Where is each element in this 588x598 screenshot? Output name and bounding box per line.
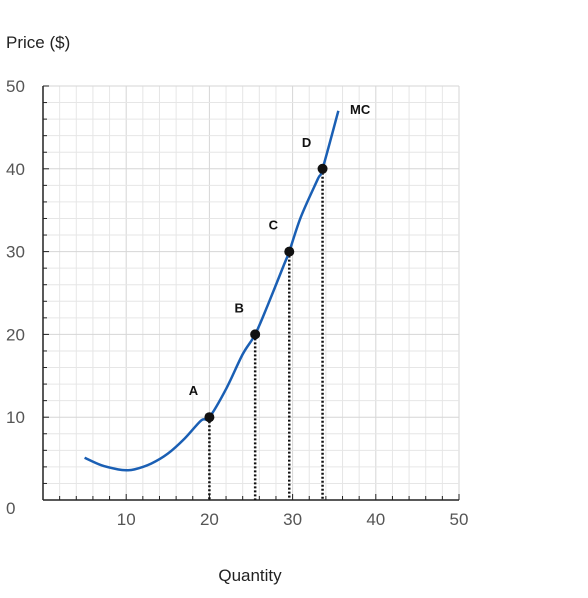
x-tick-label: 30: [283, 510, 302, 529]
points: A B C D: [189, 135, 328, 423]
point-label-c: C: [269, 218, 279, 233]
mc-curve-label: MC: [350, 102, 371, 117]
point-c: [284, 246, 295, 257]
axes: [42, 86, 459, 501]
x-tick-label: 50: [450, 510, 469, 529]
point-label-a: A: [189, 383, 199, 398]
point-b: [250, 329, 261, 340]
point-d: [317, 163, 328, 174]
y-tick-label: 0: [6, 499, 15, 518]
tick-labels: 10 20 30 40 50 0 10 20 30 40 50: [6, 77, 468, 529]
y-tick-label: 10: [6, 408, 25, 427]
grid: [42, 85, 460, 501]
drop-lines: [208, 168, 324, 500]
x-tick-label: 40: [366, 510, 385, 529]
ticks: [42, 85, 460, 501]
y-tick-label: 30: [6, 243, 25, 262]
point-label-d: D: [302, 135, 311, 150]
point-a: [204, 412, 215, 423]
mc-curve: [84, 110, 340, 472]
series: [84, 110, 340, 472]
point-label-b: B: [234, 300, 243, 315]
x-tick-label: 20: [200, 510, 219, 529]
x-axis-title: Quantity: [218, 566, 282, 585]
x-tick-label: 10: [117, 510, 136, 529]
y-tick-label: 40: [6, 160, 25, 179]
y-tick-label: 20: [6, 325, 25, 344]
y-axis-title: Price ($): [6, 33, 70, 52]
y-tick-label: 50: [6, 77, 25, 96]
